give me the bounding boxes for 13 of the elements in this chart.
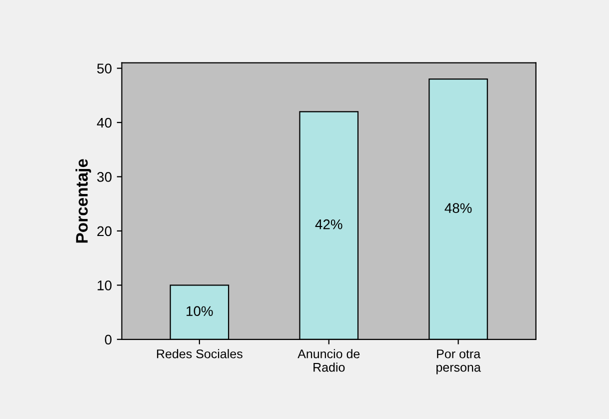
y-tick-label: 40	[96, 118, 112, 128]
x-tick-label: Anuncio de Radio	[298, 349, 360, 372]
y-tick-label: 20	[97, 226, 112, 236]
data-label: 10%	[186, 306, 213, 316]
x-tick-label: Por otra persona	[436, 350, 481, 374]
y-axis-title: Porcentaje	[76, 159, 92, 243]
y-tick-label: 0	[104, 334, 112, 345]
y-tick-label: 10	[98, 280, 112, 290]
y-tick-label: 30	[97, 172, 112, 182]
x-tick-label: Redes Sociales	[157, 349, 242, 358]
y-tick-label: 50	[97, 64, 112, 74]
data-label: 48%	[444, 203, 472, 213]
data-label: 42%	[315, 219, 342, 230]
